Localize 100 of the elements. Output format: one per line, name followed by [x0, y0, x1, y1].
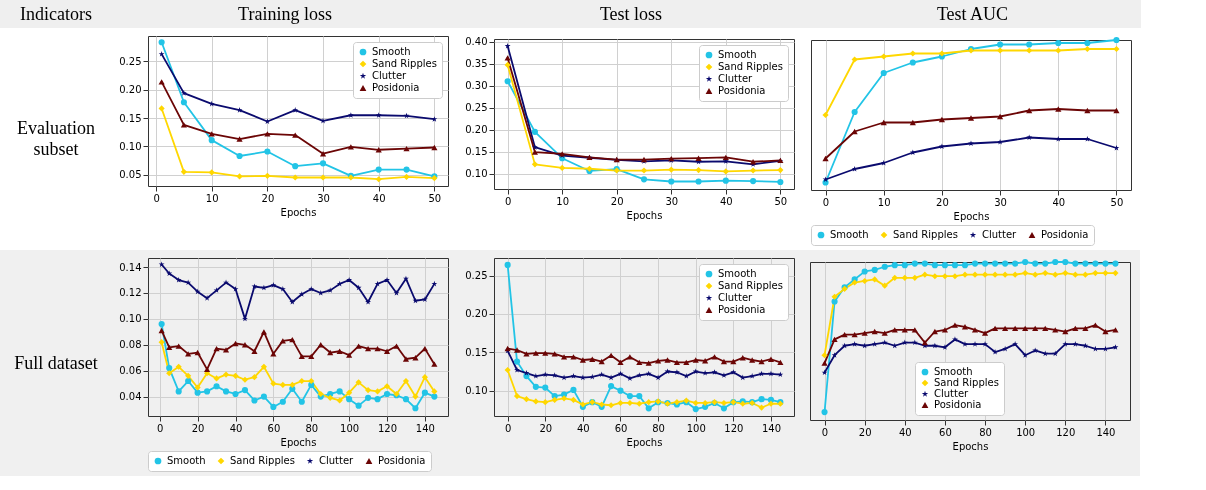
y-tick-label: 0.25: [119, 55, 142, 67]
legend-label: Sand Ripples: [718, 61, 783, 72]
x-tick-label: 140: [761, 422, 782, 434]
x-tick-label: 10: [205, 192, 219, 204]
x-tick-label: 0: [157, 422, 164, 434]
y-tick-label: 0.10: [119, 313, 142, 325]
x-tick-label: 50: [774, 195, 788, 207]
legend-label: Clutter: [319, 455, 355, 466]
y-tick-label: 0.15: [465, 346, 488, 358]
x-axis-title: Epochs: [952, 440, 989, 452]
chart-title: Training loss: [112, 0, 458, 28]
x-tick-label: 40: [1052, 196, 1066, 208]
y-tick-label: 0.20: [119, 84, 142, 96]
x-tick-label: 40: [229, 422, 243, 434]
x-tick-label: 120: [377, 422, 398, 434]
y-tick-label: 0.10: [119, 140, 142, 152]
y-tick-label: 0.08: [119, 339, 142, 351]
chart-title: Test loss: [458, 0, 804, 28]
legend-label: Sand Ripples: [718, 280, 783, 291]
y-tick-label: 0.10: [465, 385, 488, 397]
x-axis-title: Epochs: [280, 206, 317, 218]
x-tick-label: 80: [979, 426, 992, 438]
x-tick-label: 60: [614, 422, 628, 434]
legend-label: Posidonia: [934, 399, 982, 410]
x-tick-label: 20: [539, 422, 553, 434]
legend-label: Sand Ripples: [934, 377, 999, 388]
legend-label: Sand Ripples: [893, 229, 958, 240]
x-tick-label: 50: [428, 192, 442, 204]
x-tick-label: 120: [1056, 426, 1076, 438]
y-tick-label: 0.30: [465, 80, 488, 92]
x-tick-label: 0: [821, 426, 829, 438]
y-tick-label: 0.20: [465, 308, 488, 320]
x-tick-label: 10: [877, 196, 891, 208]
x-tick-label: 40: [898, 426, 912, 438]
y-tick-label: 0.15: [119, 112, 142, 124]
legend-label: Posidonia: [1041, 229, 1089, 240]
x-tick-label: 0: [504, 195, 512, 207]
x-tick-label: 40: [719, 195, 733, 207]
x-tick-label: 30: [994, 196, 1007, 208]
legend-label: Posidonia: [718, 85, 766, 96]
y-tick-label: 0.25: [465, 102, 488, 114]
x-tick-label: 20: [610, 195, 624, 207]
legend-label: Smooth: [372, 46, 411, 57]
x-axis-title: Epochs: [626, 209, 663, 221]
x-tick-label: 0: [822, 196, 830, 208]
x-axis-title: Epochs: [953, 210, 990, 222]
x-tick-label: 20: [261, 192, 275, 204]
x-tick-label: 0: [504, 422, 512, 434]
legend-label: Sand Ripples: [230, 455, 295, 466]
y-tick-label: 0.14: [119, 261, 142, 273]
x-axis-title: Epochs: [280, 436, 317, 448]
legend-label: Smooth: [830, 229, 869, 240]
legend-label: Clutter: [934, 388, 970, 399]
x-tick-label: 100: [1016, 426, 1036, 438]
legend-label: Posidonia: [718, 304, 766, 315]
x-tick-label: 60: [939, 426, 952, 438]
legend-label: Smooth: [718, 268, 757, 279]
x-axis-title: Epochs: [626, 436, 663, 448]
x-tick-label: 10: [556, 195, 570, 207]
y-tick-label: 0.05: [119, 169, 142, 181]
x-tick-label: 40: [577, 422, 590, 434]
legend-label: Smooth: [718, 49, 757, 60]
y-tick-label: 0.35: [465, 58, 488, 70]
x-tick-label: 30: [317, 192, 330, 204]
legend-label: Clutter: [718, 73, 754, 84]
y-tick-label: 0.20: [465, 124, 488, 136]
legend-label: Smooth: [167, 455, 206, 466]
x-tick-label: 120: [724, 422, 744, 434]
x-tick-label: 20: [858, 426, 872, 438]
y-axis-title: Full dataset: [13, 351, 99, 375]
x-tick-label: 80: [305, 422, 319, 434]
y-tick-label: 0.15: [465, 146, 488, 158]
x-tick-label: 40: [372, 192, 386, 204]
legend-label: Clutter: [372, 70, 408, 81]
x-tick-label: 100: [686, 422, 706, 434]
text: Indicators: [0, 0, 112, 28]
y-tick-label: 0.06: [119, 365, 142, 377]
x-tick-label: 80: [652, 422, 665, 434]
legend-label: Sand Ripples: [372, 58, 437, 69]
y-tick-label: 0.04: [119, 391, 142, 403]
x-tick-label: 20: [191, 422, 205, 434]
legend-label: Smooth: [934, 366, 973, 377]
y-tick-label: 0.12: [119, 287, 142, 299]
y-tick-label: 0.10: [465, 168, 488, 180]
x-tick-label: 140: [415, 422, 435, 434]
legend-label: Posidonia: [372, 82, 420, 93]
y-axis-title: Evaluation subset: [16, 117, 96, 161]
x-tick-label: 100: [340, 422, 360, 434]
legend-label: Clutter: [982, 229, 1018, 240]
x-tick-label: 50: [1110, 196, 1124, 208]
legend-label: Clutter: [718, 292, 754, 303]
legend-label: Posidonia: [378, 455, 426, 466]
x-tick-label: 30: [665, 195, 679, 207]
x-tick-label: 60: [267, 422, 281, 434]
chart-title: Test AUC: [804, 0, 1141, 28]
x-tick-label: 0: [153, 192, 160, 204]
y-tick-label: 0.25: [465, 270, 488, 282]
x-tick-label: 140: [1096, 426, 1116, 438]
x-tick-label: 20: [936, 196, 949, 208]
y-tick-label: 0.40: [465, 36, 488, 48]
